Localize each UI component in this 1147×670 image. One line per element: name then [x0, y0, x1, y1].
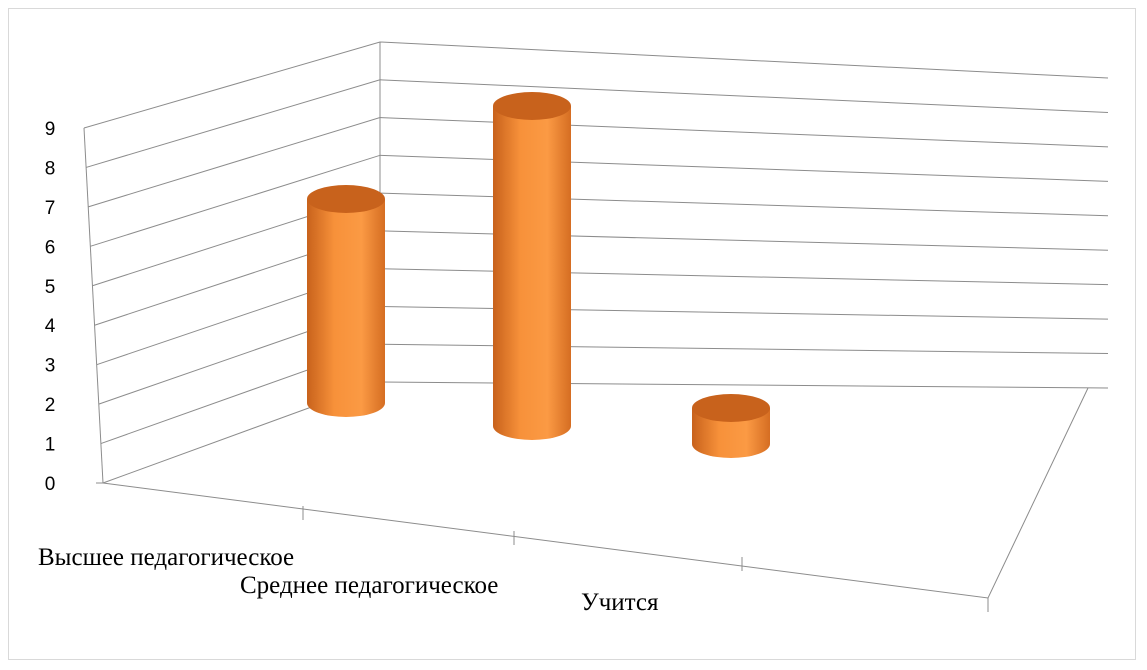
bar: [493, 92, 571, 440]
x-category-label: Высшее педагогическое: [38, 544, 294, 571]
y-tick-label: 6: [45, 237, 56, 258]
y-tick-label: 5: [45, 277, 56, 298]
gridline: [94, 230, 1109, 326]
gridline: [90, 154, 1109, 247]
bar-body: [493, 106, 571, 440]
gridline: [98, 305, 1109, 405]
gridline: [85, 79, 1109, 168]
y-tick-label: 2: [45, 395, 56, 416]
chart-frame: [8, 8, 1136, 660]
y-tick-label: 3: [45, 356, 56, 377]
value-axis-line: [83, 127, 104, 484]
bar-top: [692, 394, 770, 422]
bar-body: [692, 408, 770, 458]
gridline: [88, 117, 1109, 208]
y-tick-label: 7: [45, 198, 56, 219]
bar-body: [307, 199, 385, 417]
y-tick-label: 8: [45, 158, 56, 179]
bar-top: [493, 92, 571, 120]
bar: [692, 394, 770, 458]
y-tick-label: 4: [45, 316, 56, 337]
x-category-label: Учится: [581, 589, 659, 616]
y-tick-label: 0: [45, 474, 56, 495]
y-tick-label: 1: [45, 435, 56, 456]
y-tick-label: 9: [45, 119, 56, 140]
gridline: [102, 381, 1109, 484]
bar: [307, 185, 385, 417]
gridline: [92, 192, 1109, 287]
bar-top: [307, 185, 385, 213]
x-category-label: Среднее педагогическое: [240, 572, 498, 599]
gridline: [83, 41, 1109, 129]
